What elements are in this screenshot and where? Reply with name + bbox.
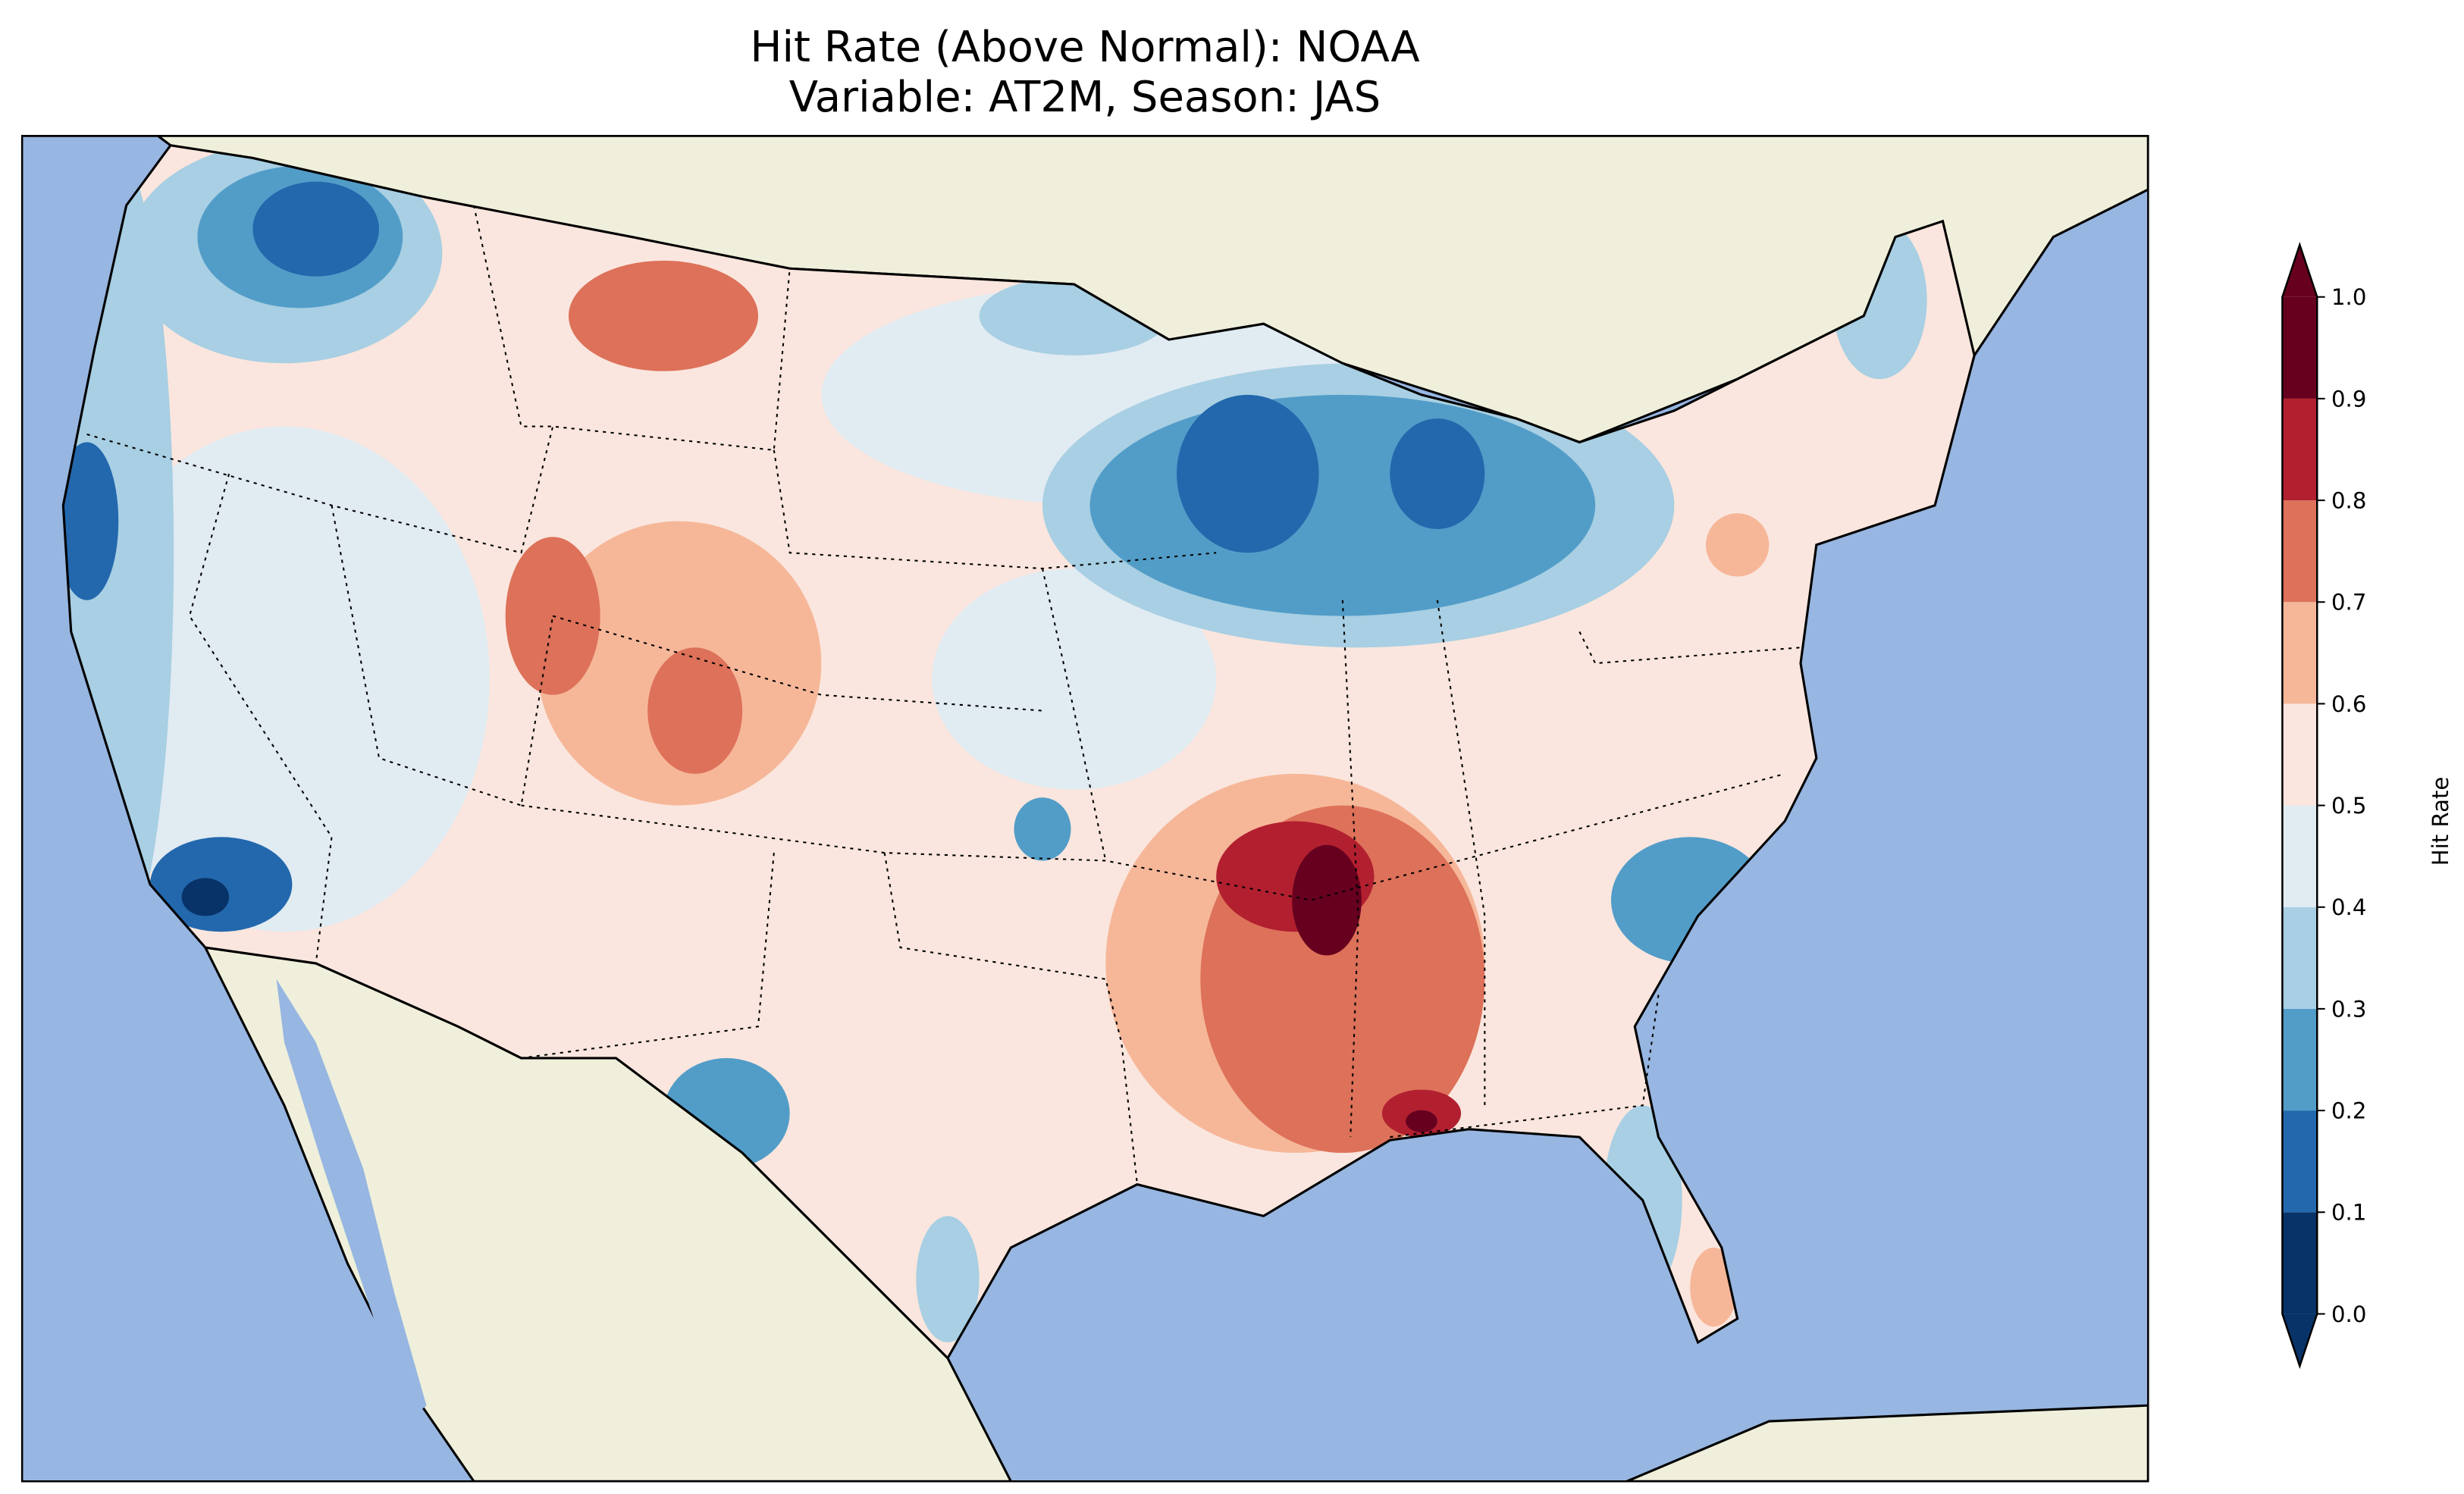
colorbar-bin	[2282, 1008, 2318, 1111]
chart-subtitle: Variable: AT2M, Season: JAS	[788, 73, 1381, 122]
colorbar-tick-label: 0.3	[2331, 996, 2366, 1022]
colorbar-tick-label: 0.4	[2331, 894, 2366, 920]
colorbar-tick-label: 0.8	[2331, 488, 2366, 514]
colorbar: 0.0 0.1 0.2 0.3 0.4 0.5 0.6 0.7 0.8 0.9 1.0	[2281, 242, 2366, 1370]
colorbar-bin	[2282, 500, 2318, 603]
colorbar-bin	[2282, 805, 2318, 907]
colorbar-bin	[2282, 1212, 2318, 1314]
cuba-land	[1626, 1404, 2149, 1482]
colorbar-tick-label: 0.9	[2331, 386, 2366, 412]
state-borders	[86, 205, 1801, 1185]
colorbar-label: Hit Rate	[2428, 777, 2453, 866]
colorbar-extend-min	[2282, 1314, 2318, 1367]
colorbar-bin	[2282, 602, 2318, 704]
colorbar-tick-label: 0.0	[2331, 1301, 2366, 1327]
colorbar-bin	[2282, 1110, 2318, 1213]
colorbar-tick-label: 1.0	[2331, 284, 2366, 310]
axes-frame	[20, 135, 2149, 1483]
colorbar-bin	[2282, 296, 2318, 399]
colorbar-tick-label: 0.7	[2331, 590, 2366, 615]
colorbar-bin	[2282, 907, 2318, 1009]
colorbar-extend-max	[2282, 245, 2318, 297]
colorbar-tick-label: 0.6	[2331, 691, 2366, 717]
colorbar-tick-label: 0.1	[2331, 1200, 2366, 1226]
chart-title: Hit Rate (Above Normal): NOAA	[750, 23, 1420, 72]
colorbar-tick-label: 0.2	[2331, 1098, 2366, 1124]
colorbar-tick-label: 0.5	[2331, 793, 2366, 819]
colorbar-bin	[2282, 398, 2318, 501]
colorbar-bin	[2282, 703, 2318, 806]
gulf-of-california	[276, 979, 427, 1422]
